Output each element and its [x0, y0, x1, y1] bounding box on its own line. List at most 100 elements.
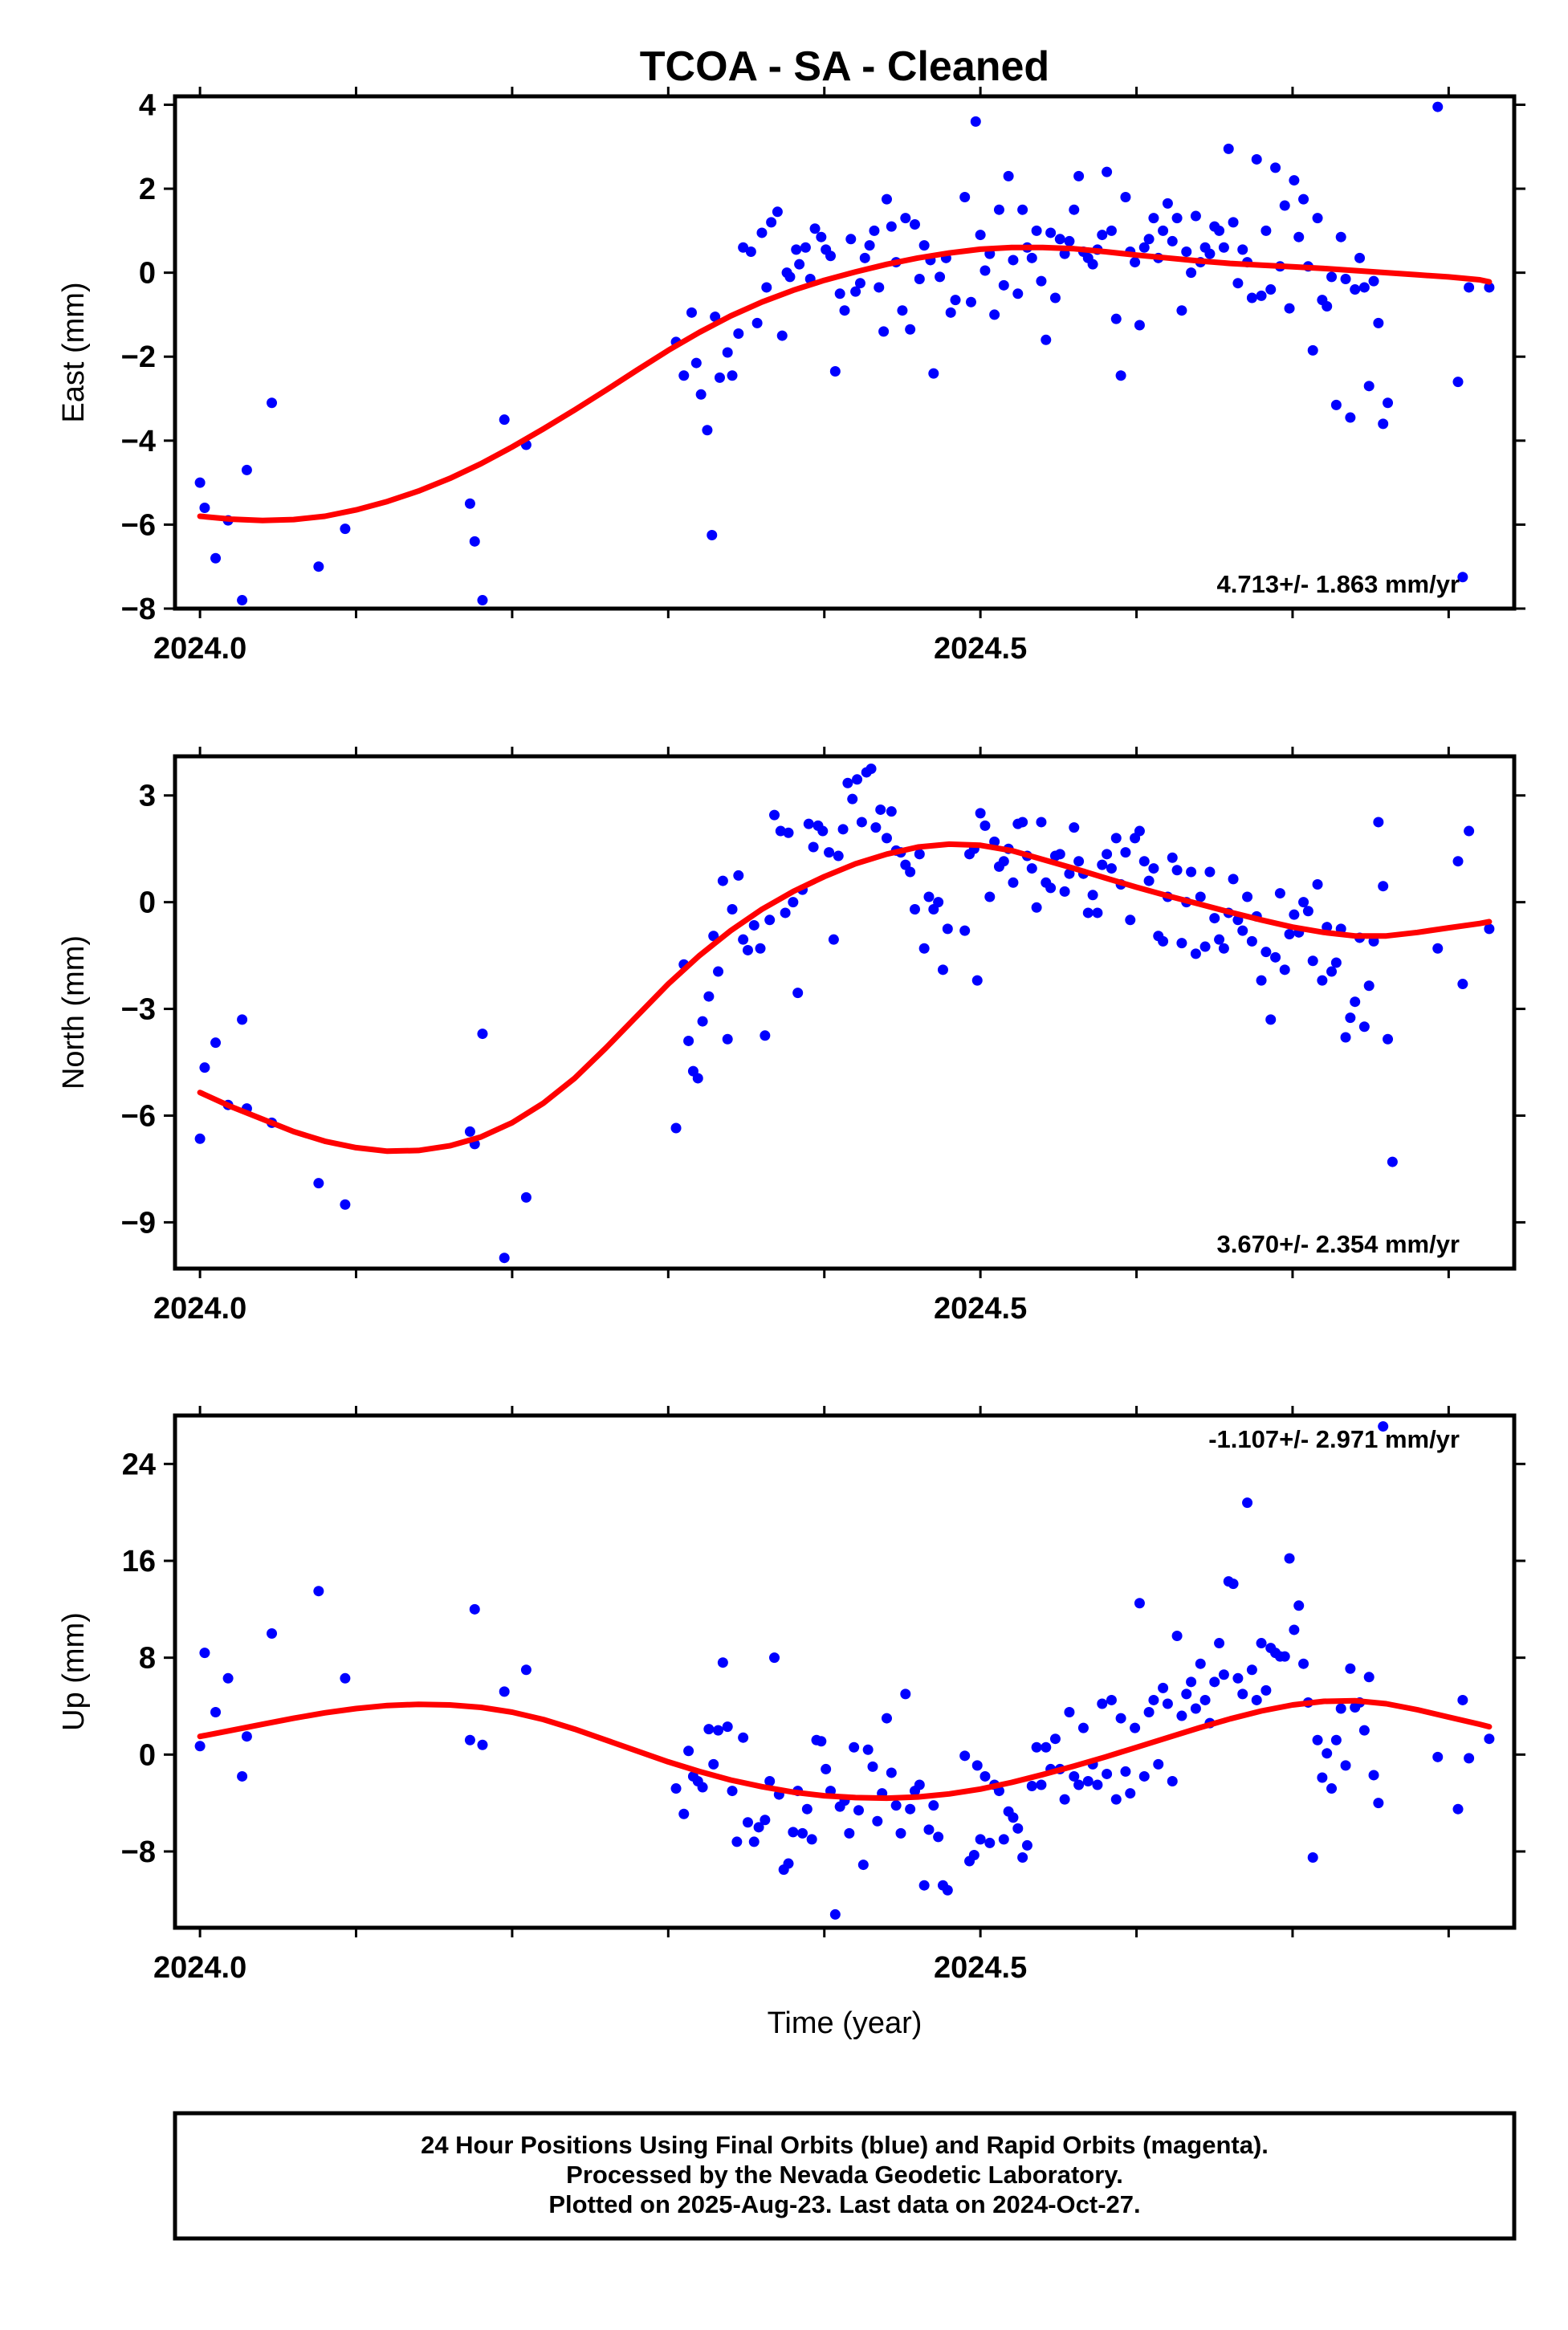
data-point: [1181, 1688, 1192, 1700]
data-point: [783, 827, 794, 838]
data-point: [780, 907, 791, 919]
y-tick-label: 8: [139, 1642, 156, 1676]
data-point: [1171, 213, 1183, 224]
data-point: [933, 1831, 944, 1843]
data-point: [464, 1126, 475, 1137]
data-point: [1368, 1770, 1379, 1781]
data-point: [690, 357, 702, 369]
data-point: [945, 307, 956, 318]
data-point: [1171, 865, 1183, 876]
data-point: [237, 1770, 248, 1782]
data-point: [742, 1817, 753, 1828]
data-point: [1064, 235, 1075, 246]
data-point: [1232, 1672, 1244, 1684]
data-point: [222, 1672, 234, 1684]
x-tick-label: 2024.5: [934, 632, 1027, 666]
data-point: [1041, 1741, 1052, 1753]
velocity-annotation: 3.670+/- 2.354 mm/yr: [1217, 1230, 1460, 1258]
data-point: [1302, 906, 1313, 917]
data-point: [469, 1603, 480, 1615]
data-point: [1246, 1664, 1257, 1676]
data-point: [909, 219, 920, 230]
data-point: [881, 193, 892, 205]
data-point: [867, 1761, 878, 1772]
data-point: [1148, 1694, 1159, 1705]
y-axis-label: Up (mm): [57, 1612, 91, 1731]
data-point: [727, 1786, 738, 1797]
data-point: [1464, 1753, 1475, 1764]
data-point: [738, 1732, 749, 1743]
data-point: [1008, 877, 1019, 888]
data-point: [914, 273, 925, 284]
data-point: [1358, 1725, 1370, 1736]
data-point: [1082, 907, 1094, 919]
data-point: [1115, 1713, 1126, 1724]
data-point: [738, 934, 749, 945]
data-point: [984, 891, 996, 902]
data-point: [1457, 572, 1468, 583]
data-point: [1069, 1770, 1080, 1782]
data-point: [874, 282, 885, 293]
data-point: [1326, 271, 1338, 283]
y-axis-label: North (mm): [57, 935, 91, 1090]
data-point: [1054, 849, 1065, 860]
data-point: [1167, 852, 1178, 863]
data-point: [210, 1707, 222, 1718]
data-point: [1012, 288, 1024, 299]
data-point: [764, 914, 776, 926]
data-point: [1368, 275, 1379, 287]
data-point: [1017, 204, 1028, 215]
data-point: [1378, 881, 1389, 892]
data-point: [1228, 874, 1239, 885]
data-point: [1484, 1733, 1495, 1745]
data-point: [1242, 891, 1253, 902]
data-point: [1484, 282, 1495, 293]
data-point: [1069, 822, 1080, 833]
data-point: [918, 240, 930, 251]
data-point: [1017, 1852, 1028, 1864]
data-point: [1158, 225, 1169, 236]
data-point: [727, 904, 738, 915]
data-point: [722, 1721, 733, 1733]
fit-curve: [197, 244, 1493, 523]
data-point: [751, 317, 763, 328]
y-tick-label: 3: [139, 780, 156, 813]
y-axis-label: East (mm): [57, 282, 91, 422]
data-point: [829, 1908, 841, 1920]
data-point: [1237, 244, 1248, 255]
data-point: [1340, 1760, 1351, 1771]
y-tick-label: −4: [121, 425, 156, 458]
y-tick-label: −6: [121, 1099, 156, 1133]
data-point: [477, 1739, 488, 1750]
data-point: [890, 1800, 902, 1811]
data-point: [1326, 1783, 1338, 1794]
data-point: [1387, 1156, 1398, 1167]
data-point: [1059, 1794, 1070, 1805]
data-point: [1265, 284, 1277, 295]
data-point: [1261, 947, 1272, 958]
data-point: [881, 1713, 892, 1724]
data-point: [1036, 1779, 1047, 1790]
data-point: [1218, 943, 1229, 954]
data-point: [1330, 399, 1342, 410]
data-point: [1026, 1781, 1037, 1792]
y-tick-label: 4: [139, 88, 156, 122]
data-point: [909, 904, 920, 915]
data-point: [692, 1073, 703, 1084]
data-point: [738, 242, 749, 253]
data-point: [1307, 344, 1318, 356]
data-point: [803, 818, 814, 829]
data-point: [1256, 1638, 1267, 1649]
data-point: [1307, 955, 1318, 967]
data-point: [870, 822, 882, 833]
data-point: [670, 1122, 682, 1134]
x-tick-label: 2024.0: [153, 632, 246, 666]
data-point: [849, 1741, 860, 1753]
data-point: [1017, 817, 1028, 828]
data-point: [1073, 170, 1085, 181]
data-point: [971, 1760, 983, 1771]
data-point: [1484, 923, 1495, 935]
data-layer: [194, 764, 1495, 1264]
data-point: [1214, 934, 1225, 945]
data-point: [1186, 1676, 1197, 1688]
